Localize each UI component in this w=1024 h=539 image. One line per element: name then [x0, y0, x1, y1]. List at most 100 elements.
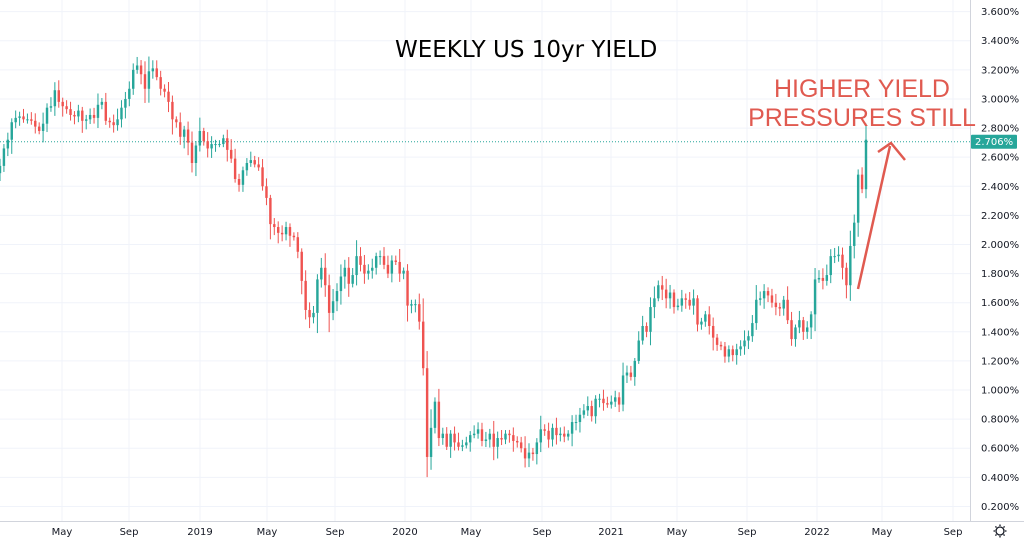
y-tick-label: 1.400%: [981, 327, 1019, 338]
candle-body: [182, 129, 186, 137]
candle-body: [645, 325, 648, 332]
candle-body: [237, 179, 241, 185]
candle-body: [65, 106, 68, 110]
candle-body: [339, 276, 343, 292]
candle-body: [610, 401, 613, 405]
candle-body: [637, 340, 640, 361]
candle-body: [198, 130, 202, 146]
candle-body: [594, 398, 597, 417]
candle-body: [418, 304, 421, 322]
trend-arrow: [856, 141, 906, 290]
candle-body: [778, 307, 782, 309]
y-tick-label: 1.200%: [981, 356, 1019, 367]
candle-body: [817, 277, 821, 280]
candle-body: [304, 280, 307, 310]
candle-body: [245, 162, 249, 171]
candle-body: [531, 452, 535, 455]
candle-body: [155, 68, 158, 78]
candle-body: [711, 325, 715, 338]
candle-body: [696, 298, 699, 325]
candle-body: [347, 267, 350, 284]
y-axis: 0.200% 0.400% 0.600% 0.800% 1.000% 1.200% 1.40…: [970, 0, 1019, 521]
candle-body: [10, 122, 13, 140]
candle-body: [441, 433, 445, 439]
annotation-line-1: HIGHER YIELD: [774, 75, 950, 103]
y-tick-label: 2.400%: [981, 182, 1019, 193]
x-tick-label: May: [872, 527, 893, 538]
candle-body: [190, 142, 194, 163]
candle-body: [37, 126, 41, 131]
candle-body: [543, 429, 546, 431]
candle-body: [320, 267, 323, 280]
candle-body: [825, 275, 829, 281]
candle-body: [845, 267, 848, 286]
y-tick-label: 3.400%: [981, 36, 1019, 47]
candle-body: [437, 401, 441, 439]
candle-body: [425, 368, 429, 457]
candle-body: [49, 106, 53, 108]
x-tick-label: Sep: [326, 527, 345, 538]
candle-body: [0, 165, 2, 174]
candle-body: [421, 321, 425, 369]
candle-body: [641, 325, 644, 341]
candle-body: [241, 170, 245, 185]
candle-body: [167, 91, 170, 102]
candle-body: [253, 160, 256, 165]
candle-body: [120, 107, 123, 120]
candle-body: [398, 261, 401, 274]
candle-body: [578, 414, 582, 423]
candle-body: [723, 346, 727, 357]
candle-body: [676, 305, 680, 308]
candle-body: [684, 298, 687, 300]
candle-body: [175, 119, 178, 123]
y-tick-label: 1.600%: [981, 298, 1019, 309]
candle-body: [410, 304, 413, 306]
candle-body: [613, 397, 617, 402]
candle-body: [492, 433, 495, 447]
candle-body: [657, 285, 660, 299]
candle-body: [206, 141, 209, 149]
x-tick-label: May: [461, 527, 482, 538]
candle-body: [692, 298, 695, 306]
candle-body: [751, 323, 754, 337]
candle-body: [18, 116, 21, 118]
candle-body: [390, 260, 394, 274]
candle-body: [316, 279, 319, 313]
x-tick-label: 2020: [392, 527, 417, 538]
grid-lines: [0, 0, 970, 521]
y-tick-label: 1.000%: [981, 386, 1019, 397]
y-tick-label: 0.800%: [981, 415, 1019, 426]
candle-body: [547, 430, 550, 440]
candle-body: [288, 227, 292, 236]
candle-body: [163, 88, 166, 92]
candle-body: [500, 438, 503, 440]
candle-body: [829, 256, 832, 276]
y-tick-label: 3.600%: [981, 7, 1019, 18]
annotation-line-2: PRESSURES STILL: [748, 104, 976, 132]
y-tick-label: 3.000%: [981, 94, 1019, 105]
candle-body: [512, 435, 515, 441]
candle-body: [570, 422, 574, 434]
candle-body: [26, 119, 29, 121]
candle-body: [472, 433, 476, 436]
candle-body: [34, 120, 37, 127]
y-tick-label: 2.000%: [981, 240, 1019, 251]
candle-body: [128, 88, 131, 99]
settings-icon[interactable]: [993, 524, 1007, 538]
candle-body: [69, 109, 72, 115]
candle-body: [108, 120, 111, 123]
candle-body: [308, 309, 311, 318]
candle-body: [147, 71, 151, 89]
candle-body: [218, 144, 221, 146]
candle-body: [124, 98, 127, 108]
x-tick-label: Sep: [944, 527, 963, 538]
candle-body: [758, 298, 762, 300]
candle-body: [719, 344, 723, 347]
candle-body: [535, 442, 539, 455]
candle-body: [363, 264, 366, 274]
candle-body: [762, 291, 766, 299]
candle-body: [277, 227, 280, 233]
candle-body: [661, 285, 664, 290]
chart-title: WEEKLY US 10yr YIELD: [395, 37, 657, 63]
candle-body: [629, 372, 633, 377]
